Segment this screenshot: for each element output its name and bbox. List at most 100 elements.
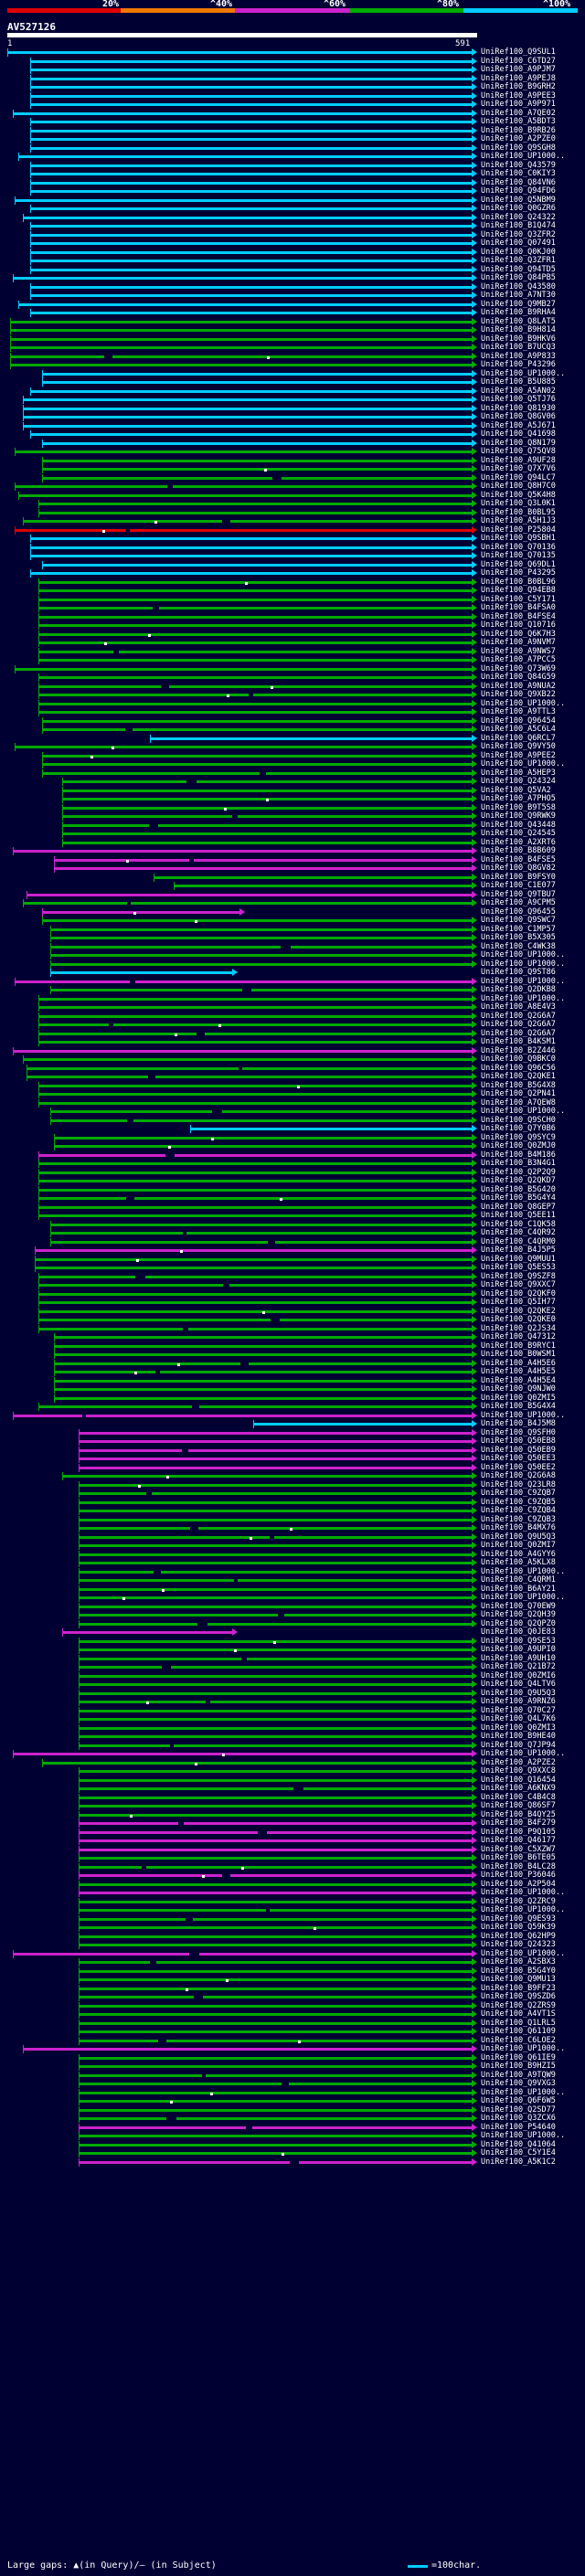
- hit-label[interactable]: UniRef100_A7PCC5: [481, 655, 556, 664]
- hit-row[interactable]: UniRef100_A9P833: [0, 352, 585, 362]
- hit-label[interactable]: UniRef100_Q84VN6: [481, 177, 556, 187]
- hit-label[interactable]: UniRef100_Q6F6W5: [481, 2096, 556, 2105]
- hit-row[interactable]: UniRef100_Q8GEP7: [0, 1203, 585, 1213]
- hit-row[interactable]: UniRef100_A9UH10: [0, 1654, 585, 1664]
- hit-row[interactable]: UniRef100_A5C6L4: [0, 725, 585, 735]
- hit-label[interactable]: UniRef100_UP1000..: [481, 2131, 566, 2140]
- hit-label[interactable]: UniRef100_Q9U5Q3: [481, 1688, 556, 1698]
- hit-row[interactable]: UniRef100_P36046: [0, 1871, 585, 1881]
- hit-label[interactable]: UniRef100_Q2QPZ0: [481, 1618, 556, 1628]
- hit-label[interactable]: UniRef100_Q8H7C0: [481, 482, 556, 491]
- hit-row[interactable]: UniRef100_Q94TD5: [0, 265, 585, 275]
- hit-row[interactable]: UniRef100_A4H5E5: [0, 1367, 585, 1377]
- hit-label[interactable]: UniRef100_Q62HP9: [481, 1931, 556, 1941]
- hit-label[interactable]: UniRef100_P36046: [481, 1871, 556, 1880]
- hit-label[interactable]: UniRef100_Q59K39: [481, 1923, 556, 1932]
- hit-row[interactable]: UniRef100_A5KLX8: [0, 1558, 585, 1568]
- hit-label[interactable]: UniRef100_Q9BKC0: [481, 1055, 556, 1064]
- hit-label[interactable]: UniRef100_Q0ZMI7: [481, 1541, 556, 1550]
- hit-label[interactable]: UniRef100_Q0ZMI3: [481, 1723, 556, 1733]
- hit-row[interactable]: UniRef100_Q73W69: [0, 664, 585, 674]
- hit-row[interactable]: UniRef100_Q07491: [0, 239, 585, 249]
- hit-row[interactable]: UniRef100_UP1000..: [0, 2088, 585, 2098]
- hit-label[interactable]: UniRef100_Q2G6A7: [481, 1011, 556, 1021]
- hit-label[interactable]: UniRef100_C1E077: [481, 881, 556, 890]
- hit-row[interactable]: UniRef100_B6TE05: [0, 1853, 585, 1863]
- hit-row[interactable]: UniRef100_Q61IE9: [0, 2053, 585, 2063]
- hit-row[interactable]: UniRef100_A5AN02: [0, 387, 585, 397]
- hit-label[interactable]: UniRef100_Q94TD5: [481, 264, 556, 274]
- hit-row[interactable]: UniRef100_Q9XXC8: [0, 1766, 585, 1776]
- hit-label[interactable]: UniRef100_C1QK58: [481, 1219, 556, 1229]
- hit-label[interactable]: UniRef100_A8E4V3: [481, 1002, 556, 1012]
- hit-label[interactable]: UniRef100_UP1000..: [481, 698, 566, 708]
- hit-row[interactable]: UniRef100_Q6F6W5: [0, 2096, 585, 2106]
- hit-label[interactable]: UniRef100_Q61109: [481, 2027, 556, 2036]
- hit-label[interactable]: UniRef100_Q2QH39: [481, 1610, 556, 1619]
- hit-label[interactable]: UniRef100_Q96455: [481, 906, 556, 917]
- hit-label[interactable]: UniRef100_A5J671: [481, 420, 556, 430]
- hit-row[interactable]: UniRef100_Q5IH77: [0, 1298, 585, 1308]
- hit-label[interactable]: UniRef100_Q0GZR6: [481, 204, 556, 213]
- hit-row[interactable]: UniRef100_Q7JP94: [0, 1741, 585, 1751]
- hit-row[interactable]: UniRef100_Q2ZRS9: [0, 2001, 585, 2011]
- hit-row[interactable]: UniRef100_A6KNX9: [0, 1784, 585, 1794]
- hit-row[interactable]: UniRef100_Q96455: [0, 907, 585, 917]
- hit-label[interactable]: UniRef100_B5X305: [481, 933, 556, 942]
- hit-row[interactable]: UniRef100_Q21B72: [0, 1662, 585, 1672]
- hit-label[interactable]: UniRef100_C9ZQB7: [481, 1489, 556, 1498]
- hit-label[interactable]: UniRef100_B4M186: [481, 1150, 556, 1160]
- hit-label[interactable]: UniRef100_Q8GEP7: [481, 1202, 556, 1212]
- hit-label[interactable]: UniRef100_Q9SGH8: [481, 143, 556, 153]
- hit-row[interactable]: UniRef100_Q81930: [0, 404, 585, 414]
- hit-label[interactable]: UniRef100_Q2DKB8: [481, 985, 556, 994]
- hit-row[interactable]: UniRef100_B9FSY0: [0, 873, 585, 883]
- hit-label[interactable]: UniRef100_A9NUA2: [481, 681, 556, 691]
- hit-label[interactable]: UniRef100_C4QR92: [481, 1228, 556, 1237]
- hit-label[interactable]: UniRef100_Q50EB8: [481, 1436, 556, 1446]
- hit-row[interactable]: UniRef100_B5U885: [0, 377, 585, 387]
- hit-label[interactable]: UniRef100_Q9U5Q3: [481, 1532, 556, 1542]
- hit-row[interactable]: UniRef100_B5G4Y0: [0, 1966, 585, 1977]
- hit-row[interactable]: UniRef100_UP1000..: [0, 1888, 585, 1898]
- hit-row[interactable]: UniRef100_A9P971: [0, 100, 585, 110]
- hit-label[interactable]: UniRef100_Q70135: [481, 551, 556, 560]
- hit-row[interactable]: UniRef100_Q23LR8: [0, 1480, 585, 1490]
- hit-label[interactable]: UniRef100_Q2JS34: [481, 1323, 556, 1333]
- hit-label[interactable]: UniRef100_B9HE40: [481, 1732, 556, 1741]
- hit-label[interactable]: UniRef100_Q24545: [481, 829, 556, 838]
- hit-label[interactable]: UniRef100_A4GYY6: [481, 1549, 556, 1559]
- hit-label[interactable]: UniRef100_A9PEE3: [481, 90, 556, 101]
- hit-label[interactable]: UniRef100_A2P504: [481, 1879, 556, 1889]
- hit-label[interactable]: UniRef100_UP1000..: [481, 950, 566, 959]
- hit-label[interactable]: UniRef100_Q3ZFR2: [481, 229, 556, 239]
- hit-label[interactable]: UniRef100_C6LOE2: [481, 2035, 556, 2045]
- hit-label[interactable]: UniRef100_B9RYC1: [481, 1341, 556, 1351]
- hit-row[interactable]: UniRef100_Q70136: [0, 543, 585, 553]
- hit-label[interactable]: UniRef100_Q43448: [481, 820, 556, 830]
- hit-row[interactable]: UniRef100_Q5VA2: [0, 786, 585, 796]
- hit-row[interactable]: UniRef100_A5H1J3: [0, 516, 585, 526]
- hit-row[interactable]: UniRef100_B4M186: [0, 1150, 585, 1161]
- hit-label[interactable]: UniRef100_A7QE02: [481, 108, 556, 118]
- hit-label[interactable]: UniRef100_Q2QKE1: [481, 1072, 556, 1081]
- hit-row[interactable]: UniRef100_Q41064: [0, 2140, 585, 2150]
- hit-row[interactable]: UniRef100_Q5K4H8: [0, 491, 585, 501]
- hit-row[interactable]: UniRef100_UP1000..: [0, 950, 585, 960]
- hit-label[interactable]: UniRef100_Q61IE9: [481, 2052, 556, 2062]
- hit-label[interactable]: UniRef100_Q7X7V6: [481, 464, 556, 473]
- hit-label[interactable]: UniRef100_Q8GV82: [481, 864, 556, 873]
- hit-row[interactable]: UniRef100_A9NVM7: [0, 638, 585, 648]
- hit-row[interactable]: UniRef100_A7QEW8: [0, 1098, 585, 1108]
- hit-label[interactable]: UniRef100_B9RB26: [481, 125, 556, 135]
- hit-row[interactable]: UniRef100_A9UPI0: [0, 1645, 585, 1655]
- hit-label[interactable]: UniRef100_B9GRH2: [481, 82, 556, 91]
- hit-row[interactable]: UniRef100_Q2QH39: [0, 1610, 585, 1620]
- hit-label[interactable]: UniRef100_Q7JP94: [481, 1740, 556, 1750]
- hit-label[interactable]: UniRef100_Q2ZRS9: [481, 2000, 556, 2010]
- hit-label[interactable]: UniRef100_A4H5E5: [481, 1367, 556, 1376]
- hit-row[interactable]: UniRef100_Q9XB22: [0, 690, 585, 700]
- hit-row[interactable]: UniRef100_UP1000..: [0, 959, 585, 970]
- hit-label[interactable]: UniRef100_B9HZI5: [481, 2062, 556, 2071]
- hit-label[interactable]: UniRef100_UP1000..: [481, 1905, 566, 1914]
